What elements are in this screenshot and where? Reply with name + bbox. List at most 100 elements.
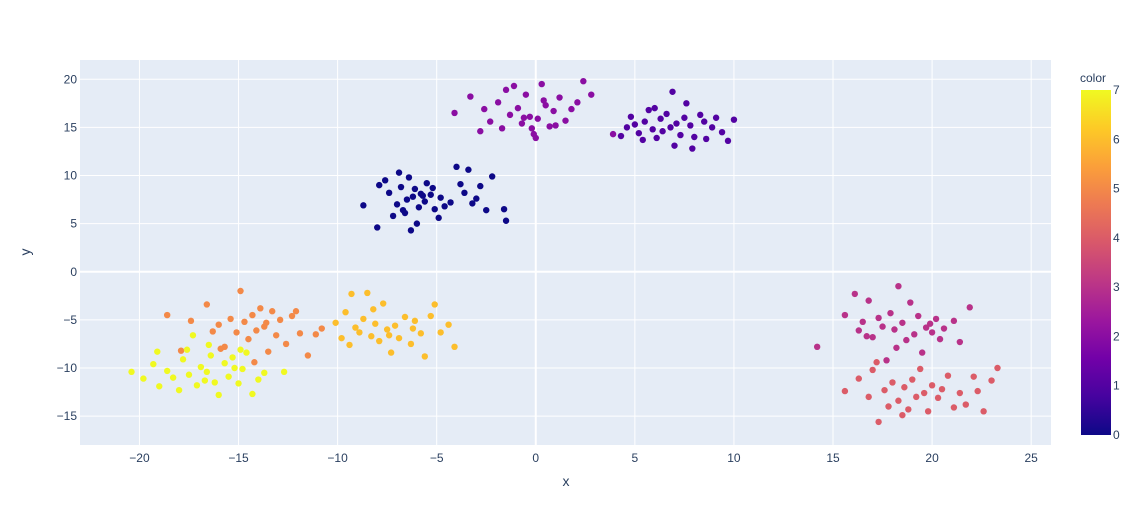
scatter-point <box>227 315 234 323</box>
scatter-point <box>477 128 484 135</box>
scatter-point <box>409 193 417 200</box>
scatter-point <box>550 107 557 115</box>
scatter-point <box>437 329 444 336</box>
scatter-point <box>623 124 631 131</box>
scatter-point <box>641 118 648 125</box>
scatter-point <box>913 393 920 401</box>
scatter-point <box>677 131 684 139</box>
scatter-point <box>546 123 553 130</box>
scatter-point <box>304 352 312 359</box>
scatter-point <box>272 332 280 339</box>
scatter-point <box>542 102 549 109</box>
scatter-point <box>855 375 862 382</box>
scatter-point <box>502 217 510 224</box>
data-points <box>128 77 1001 426</box>
scatter-point <box>441 203 448 210</box>
scatter-point <box>401 313 409 321</box>
scatter-point <box>140 375 147 382</box>
scatter-point <box>970 373 977 380</box>
scatter-point <box>928 382 936 389</box>
scatter-point <box>498 125 506 132</box>
scatter-point <box>875 418 882 426</box>
scatter-point <box>372 320 379 327</box>
scatter-point <box>689 145 696 152</box>
scatter-point <box>580 77 587 85</box>
scatter-point <box>269 308 276 315</box>
scatter-point <box>461 189 468 197</box>
scatter-point <box>280 368 288 376</box>
scatter-point <box>431 301 438 308</box>
colorbar-tick-label: 3 <box>1113 280 1120 294</box>
scatter-point <box>356 329 363 336</box>
scatter-point <box>673 120 680 127</box>
x-tick-label: 25 <box>1025 451 1039 465</box>
scatter-point <box>187 317 195 325</box>
scatter-point <box>631 121 639 128</box>
colorbar-tick-label: 6 <box>1113 132 1120 146</box>
y-tick-label: 20 <box>64 72 78 86</box>
scatter-point <box>296 330 304 337</box>
scatter-point <box>423 180 430 187</box>
scatter-point <box>379 300 387 307</box>
scatter-point <box>691 133 698 141</box>
scatter-point <box>465 166 472 173</box>
scatter-point <box>909 376 916 383</box>
scatter-point <box>245 335 252 343</box>
scatter-point <box>899 411 906 419</box>
x-tick-label: −20 <box>129 451 150 465</box>
scatter-point <box>457 180 464 188</box>
scatter-point <box>932 315 940 323</box>
colorbar-tick-label: 0 <box>1113 428 1120 442</box>
scatter-point <box>609 130 617 138</box>
scatter-point <box>261 369 268 377</box>
scatter-point <box>526 113 534 120</box>
y-axis-ticks: −15 −10 −5 0 5 10 15 20 <box>57 72 78 423</box>
scatter-point <box>215 391 222 399</box>
x-axis-title: x <box>563 473 570 489</box>
scatter-point <box>389 212 397 220</box>
scatter-point <box>241 318 248 325</box>
scatter-point <box>419 192 427 199</box>
scatter-point <box>318 325 325 332</box>
scatter-point <box>534 115 541 122</box>
scatter-point <box>841 387 849 395</box>
scatter-point <box>407 340 415 348</box>
y-axis-title: y <box>17 249 33 256</box>
x-tick-label: 15 <box>826 451 840 465</box>
scatter-point <box>486 118 494 125</box>
scatter-point <box>467 93 474 100</box>
scatter-point <box>193 382 201 389</box>
scatter-point <box>873 359 880 366</box>
scatter-point <box>883 357 890 364</box>
colorbar-title: color <box>1080 71 1106 85</box>
scatter-point <box>453 163 460 171</box>
scatter-point <box>346 341 353 349</box>
scatter-point <box>481 105 488 113</box>
scatter-point <box>510 82 518 90</box>
scatter-point <box>163 311 171 319</box>
scatter-point <box>265 348 272 355</box>
scatter-point <box>926 320 934 327</box>
scatter-point <box>312 331 320 338</box>
scatter-point <box>397 183 405 191</box>
scatter-point <box>348 290 355 298</box>
y-tick-label: 5 <box>70 217 77 231</box>
scatter-point <box>659 128 666 135</box>
scatter-point <box>203 301 211 308</box>
scatter-point <box>918 349 926 356</box>
scatter-point <box>891 326 898 333</box>
scatter-point <box>922 324 930 331</box>
scatter-point <box>494 99 502 106</box>
scatter-point <box>881 386 888 394</box>
scatter-point <box>928 329 936 336</box>
scatter-point <box>901 384 908 391</box>
scatter-point <box>895 397 902 404</box>
scatter-point <box>431 205 438 213</box>
scatter-point <box>201 377 209 384</box>
scatter-point <box>669 88 676 95</box>
scatter-point <box>177 347 185 354</box>
scatter-point <box>189 332 197 339</box>
scatter-point <box>203 368 211 376</box>
scatter-point <box>915 312 922 320</box>
